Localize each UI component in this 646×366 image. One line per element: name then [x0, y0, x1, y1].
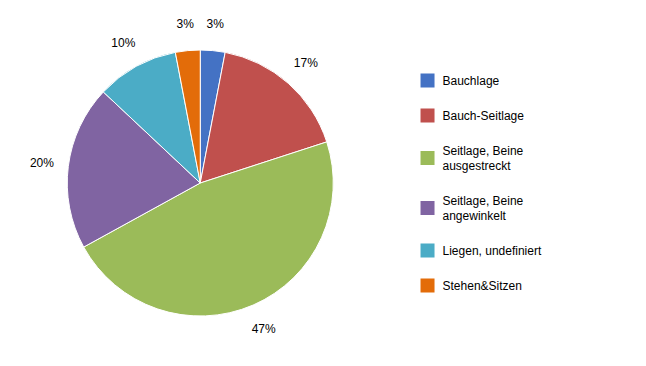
legend-label: Seitlage, Beineangewinkelt [443, 194, 524, 223]
legend-swatch [421, 151, 435, 165]
legend-label-line: Bauchlage [443, 74, 500, 88]
legend-swatch [421, 74, 435, 88]
legend-item: Bauchlage [421, 74, 500, 88]
data-label: 3% [177, 17, 195, 31]
legend-item: Bauch-Seitlage [421, 109, 525, 123]
legend-swatch [421, 244, 435, 258]
pie [67, 50, 333, 316]
legend-item: Seitlage, Beineausgestreckt [421, 144, 524, 173]
data-label: 3% [207, 17, 225, 31]
data-label: 10% [111, 36, 135, 50]
pie-slice [175, 50, 200, 183]
legend-swatch [421, 109, 435, 123]
data-label: 17% [294, 56, 318, 70]
legend-swatch [421, 201, 435, 215]
legend-swatch [421, 279, 435, 293]
data-label: 20% [30, 156, 54, 170]
legend-label-line: ausgestreckt [443, 159, 512, 173]
legend-label: Bauchlage [443, 74, 500, 88]
chart: 3% 17% 47% 20% 10% 3% Bauchlage Bauch-Seitlage S… [0, 0, 646, 366]
legend-label: Seitlage, Beineausgestreckt [443, 144, 524, 173]
legend-label-line: angewinkelt [443, 209, 507, 223]
legend-label: Stehen&Sitzen [443, 279, 522, 293]
legend-item: Liegen, undefiniert [421, 244, 542, 258]
legend-label-line: Stehen&Sitzen [443, 279, 522, 293]
legend-label: Bauch-Seitlage [443, 109, 525, 123]
legend-label-line: Liegen, undefiniert [443, 244, 542, 258]
data-labels: 3% 17% 47% 20% 10% 3% [30, 17, 318, 336]
legend-label: Liegen, undefiniert [443, 244, 542, 258]
legend-item: Stehen&Sitzen [421, 279, 522, 293]
legend: BauchlageBauch-SeitlageSeitlage, Beineau… [421, 74, 542, 293]
legend-label-line: Bauch-Seitlage [443, 109, 525, 123]
legend-label-line: Seitlage, Beine [443, 194, 524, 208]
legend-item: Seitlage, Beineangewinkelt [421, 194, 524, 223]
legend-label-line: Seitlage, Beine [443, 144, 524, 158]
data-label: 47% [252, 322, 276, 336]
